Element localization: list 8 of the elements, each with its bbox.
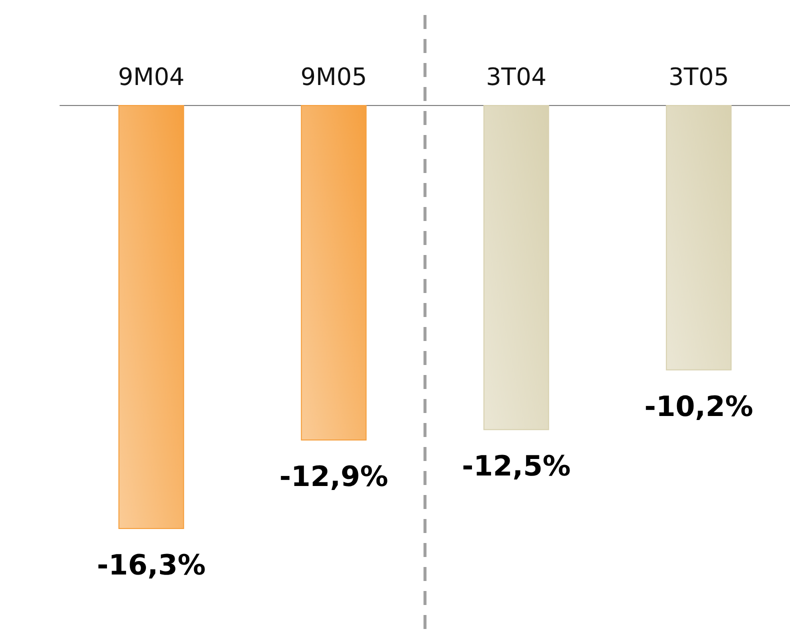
data-label: -12,9% bbox=[279, 460, 388, 494]
x-tick-label: 9M04 bbox=[118, 63, 185, 91]
x-tick-label: 9M05 bbox=[300, 63, 368, 91]
data-label: -16,3% bbox=[96, 548, 206, 582]
data-label: -12,5% bbox=[462, 450, 571, 483]
x-tick-label: 3T05 bbox=[668, 63, 729, 91]
x-tick-label: 3T04 bbox=[486, 63, 546, 91]
data-label: -10,2% bbox=[644, 390, 754, 423]
